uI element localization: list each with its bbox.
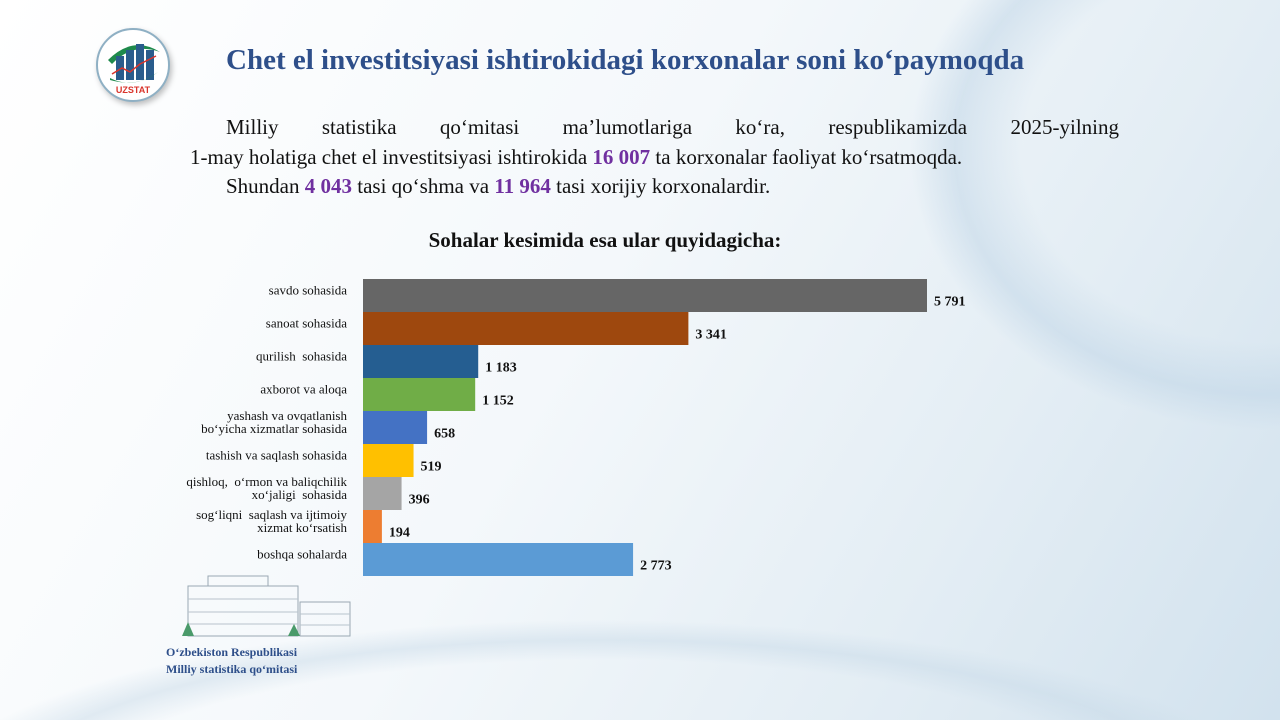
category-label: sanoat sohasida [266,316,347,331]
data-label: 1 152 [482,394,514,409]
category-label: tashish va saqlash sohasida [206,448,347,463]
logo-text: UZSTAT [116,85,151,95]
data-label: 396 [409,493,430,508]
foreign-count: 11 964 [494,174,551,198]
category-label: axborot va aloqa [260,382,347,397]
bar [363,378,476,411]
bar [363,477,402,510]
text: ta korxonalar faoliyat ko‘rsatmoqda. [650,145,963,169]
footer-organization: O‘zbekiston Respublikasi Milliy statisti… [166,644,297,678]
bar [363,444,414,477]
total-count: 16 007 [592,145,651,169]
chart-title: Sohalar kesimida esa ular quyidagicha: [428,228,782,252]
data-label: 2 773 [640,559,672,574]
category-label: qurilish sohasida [256,349,347,364]
category-label: savdo sohasida [269,283,348,298]
intro-line-2: 1-may holatiga chet el investitsiyasi is… [190,145,962,170]
bar [363,279,927,312]
bar [363,345,479,378]
intro-line-1: Milliy statistika qo‘mitasi ma’lumotlari… [226,115,1119,139]
bar [363,312,689,345]
text: tasi xorijiy korxonalardir. [550,174,771,198]
text: Shundan [226,174,305,198]
category-label: boshqa sohalarda [257,547,347,562]
bar [363,543,634,576]
bar [363,411,428,444]
text: tasi qo‘shma va [352,174,495,198]
category-label: sog‘liqni saqlash va ijtimoiy [196,507,347,522]
intro-line-3: Shundan 4 043 tasi qo‘shma va 11 964 tas… [226,174,770,199]
svg-text:UZSTAT: UZSTAT [116,85,151,95]
data-label: 5 791 [934,295,966,310]
data-label: 519 [421,460,442,475]
page-title: Chet el investitsiyasi ishtirokidagi kor… [226,44,1025,76]
category-label: bo‘yicha xizmatlar sohasida [201,421,347,436]
category-label: xizmat ko‘rsatish [257,520,347,535]
category-label: xo‘jaligi sohasida [252,487,348,502]
category-label: yashash va ovqatlanish [227,408,347,423]
text: 1-may holatiga chet el investitsiyasi is… [190,145,593,169]
footer-line: Milliy statistika qo‘mitasi [166,662,298,676]
uzstat-logo: UZSTAT [96,28,170,102]
joint-count: 4 043 [304,174,352,198]
bar [363,510,382,543]
data-label: 3 341 [695,328,727,343]
data-label: 194 [389,526,410,541]
building-illustration [182,575,351,637]
data-label: 1 183 [485,361,517,376]
footer-line: O‘zbekiston Respublikasi [166,645,298,659]
data-label: 658 [434,427,455,442]
category-label: qishloq, o‘rmon va baliqchilik [186,474,347,489]
